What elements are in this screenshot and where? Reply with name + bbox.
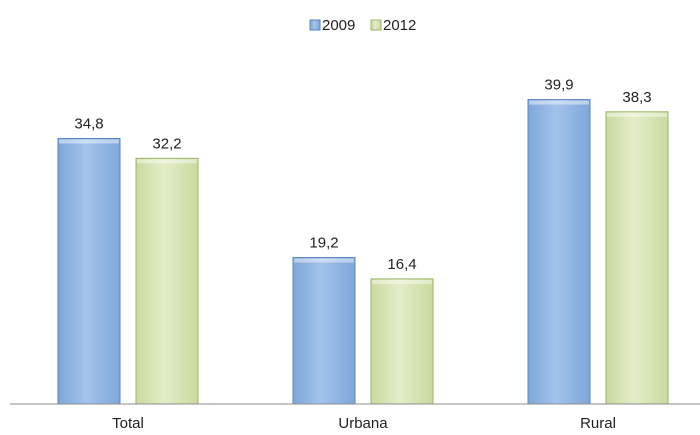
bar-total-2009 [57,137,121,405]
bar-rural-2012 [605,111,669,405]
x-tick-label-rural: Rural [580,415,616,432]
data-labels: 34,8 32,2 19,2 16,4 39,9 38,3 [74,77,651,273]
bar-total-2012 [135,157,199,405]
bar-highlight-rural-2009 [529,100,589,105]
x-tick-label-total: Total [112,415,144,432]
bar-highlight-urbana-2012 [372,279,432,284]
x-axis-tick-labels: Total Urbana Rural [112,415,616,432]
bar-highlight-urbana-2009 [294,258,354,263]
legend-label-2012: 2012 [383,17,416,34]
legend-label-2009: 2009 [322,17,355,34]
data-label-total-2012: 32,2 [152,135,181,152]
bar-urbana-2009 [292,257,356,405]
legend: 2009 2012 [309,17,416,34]
legend-swatch-2012 [370,19,382,31]
bars [57,99,669,405]
data-label-rural-2012: 38,3 [622,89,651,106]
bar-urbana-2012 [370,278,434,405]
bar-highlight-total-2012 [137,159,197,164]
x-tick-label-urbana: Urbana [338,415,388,432]
legend-swatch-2009 [309,19,321,31]
bar-highlight-total-2009 [59,139,119,144]
data-label-total-2009: 34,8 [74,115,103,132]
data-label-urbana-2009: 19,2 [309,235,338,252]
bar-rural-2009 [527,99,591,405]
bar-highlight-rural-2012 [607,112,667,117]
legend-item-2012: 2012 [370,17,416,34]
legend-item-2009: 2009 [309,17,355,34]
data-label-urbana-2012: 16,4 [387,256,416,273]
data-label-rural-2009: 39,9 [544,77,573,94]
